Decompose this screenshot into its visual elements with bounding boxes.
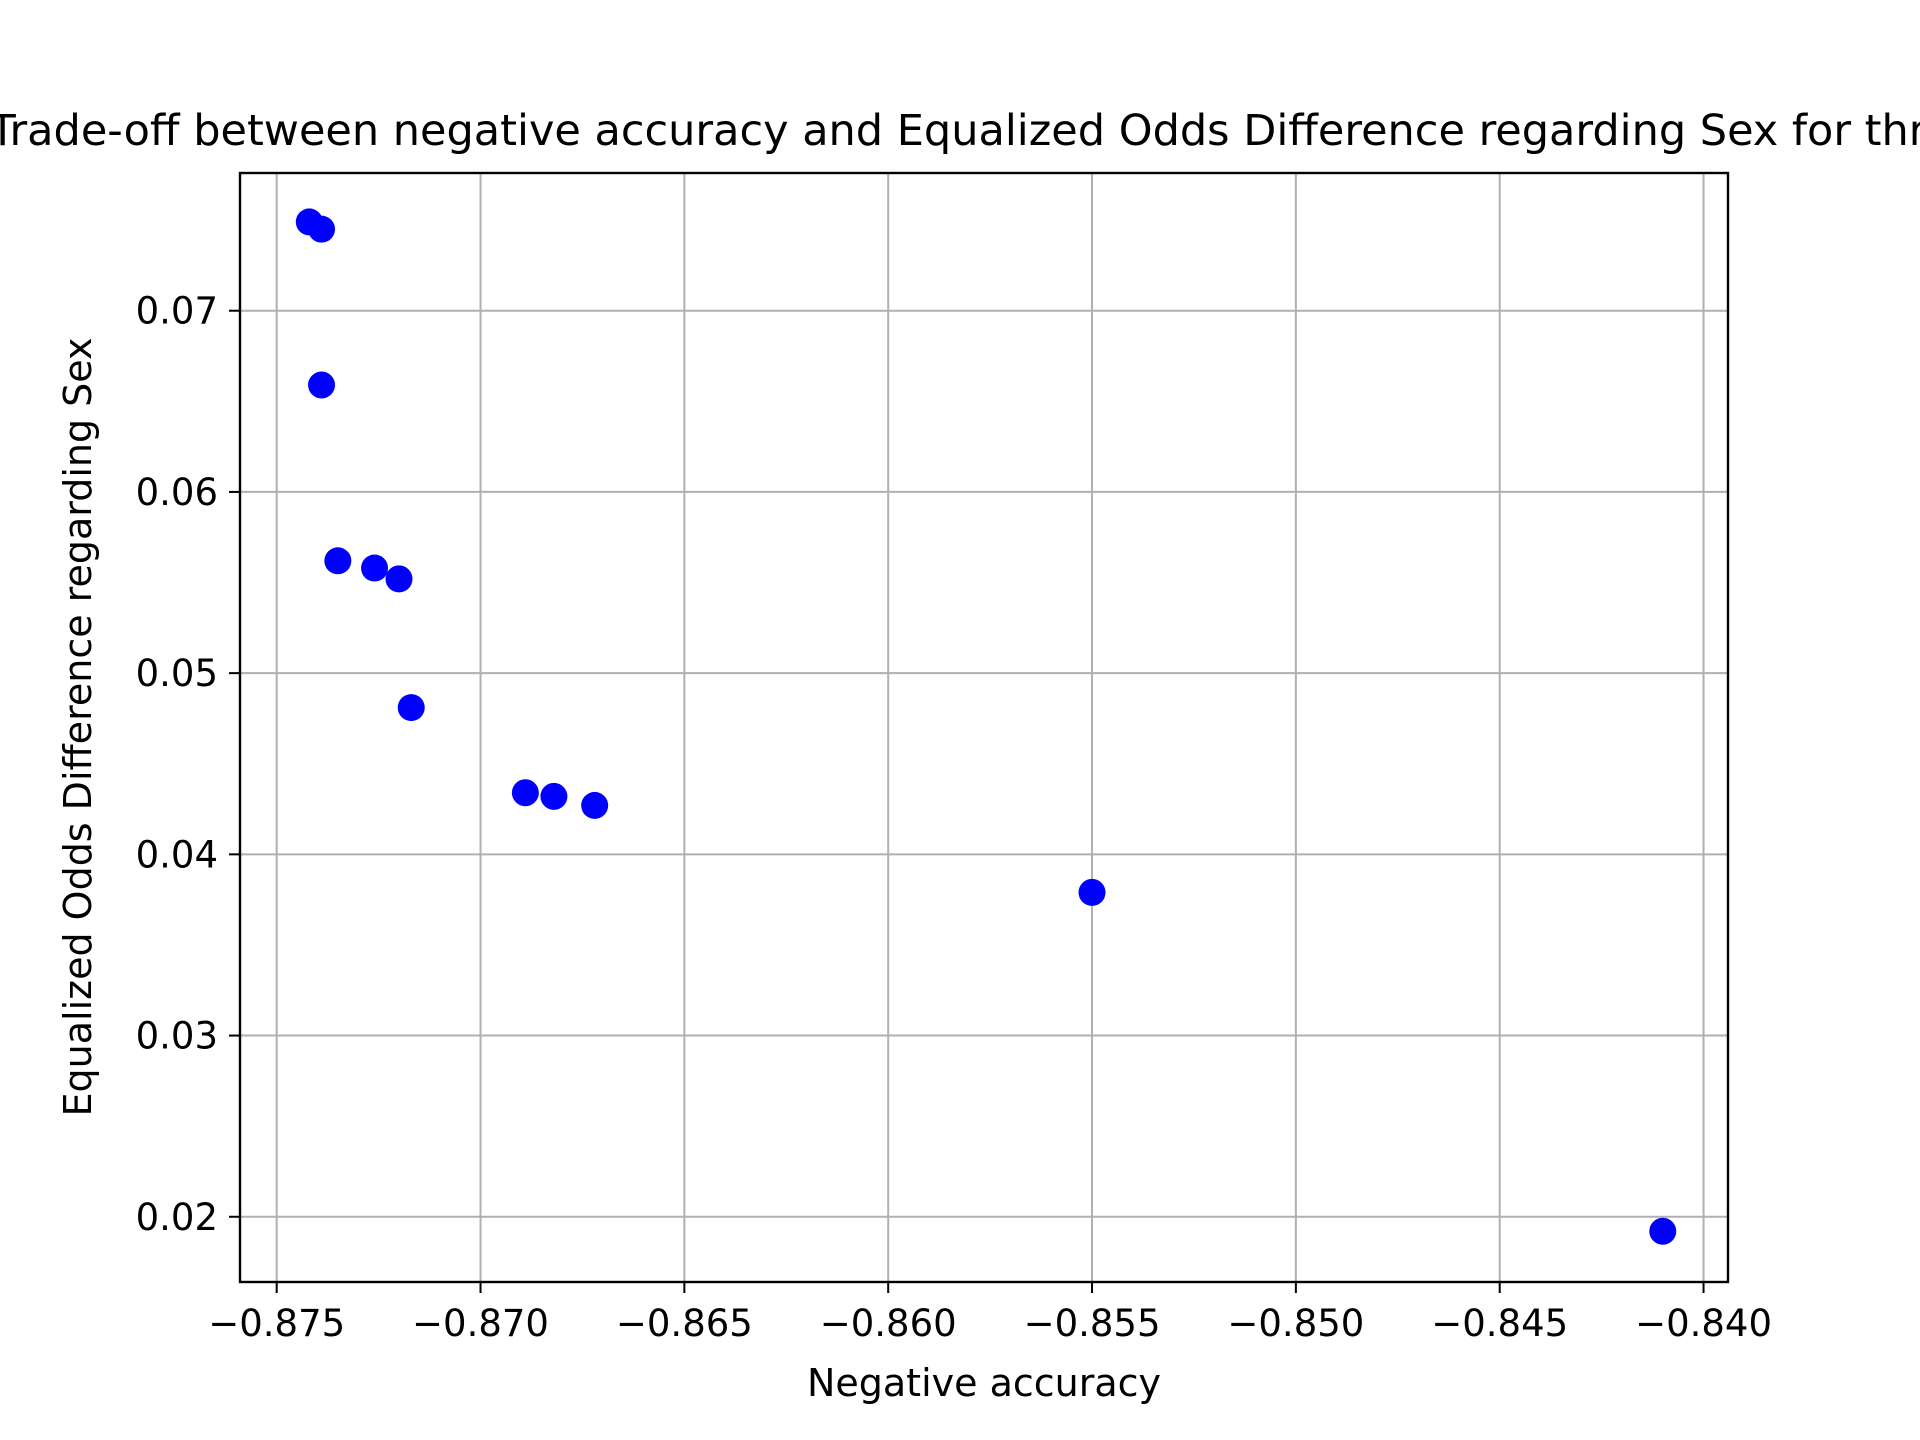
y-tick-label: 0.07 xyxy=(136,290,218,333)
data-point xyxy=(324,547,352,575)
y-tick-label: 0.02 xyxy=(136,1196,218,1239)
chart-title: Trade-off between negative accuracy and … xyxy=(0,106,1920,156)
grid-lines xyxy=(240,173,1728,1282)
x-tick-label: −0.875 xyxy=(208,1302,345,1345)
y-tick-label: 0.04 xyxy=(136,833,218,876)
x-tick-label: −0.850 xyxy=(1227,1302,1364,1345)
data-point xyxy=(1649,1217,1677,1245)
x-tick-label: −0.855 xyxy=(1024,1302,1161,1345)
x-tick-label: −0.860 xyxy=(820,1302,957,1345)
data-point xyxy=(540,782,568,810)
x-axis-ticks: −0.875 −0.870 −0.865 −0.860 −0.855 −0.850 −0.8… xyxy=(208,1282,1772,1345)
data-points xyxy=(295,208,1677,1245)
x-tick-label: −0.840 xyxy=(1635,1302,1772,1345)
x-tick-label: −0.870 xyxy=(412,1302,549,1345)
data-point xyxy=(361,554,389,582)
plot-frame xyxy=(238,171,1730,1284)
y-axis-label: Equalized Odds Difference regarding Sex xyxy=(56,338,100,1117)
data-point xyxy=(308,215,336,243)
x-tick-label: −0.845 xyxy=(1431,1302,1568,1345)
data-point xyxy=(511,779,539,807)
y-tick-label: 0.05 xyxy=(136,652,218,695)
x-axis-label: Negative accuracy xyxy=(807,1361,1161,1405)
data-point xyxy=(397,694,425,722)
data-point xyxy=(581,791,609,819)
x-tick-label: −0.865 xyxy=(616,1302,753,1345)
y-tick-label: 0.03 xyxy=(136,1015,218,1058)
data-point xyxy=(1078,878,1106,906)
y-tick-label: 0.06 xyxy=(136,471,218,514)
data-point xyxy=(385,565,413,593)
y-axis-ticks: 0.02 0.03 0.04 0.05 0.06 0.07 xyxy=(136,290,240,1239)
data-point xyxy=(308,371,336,399)
